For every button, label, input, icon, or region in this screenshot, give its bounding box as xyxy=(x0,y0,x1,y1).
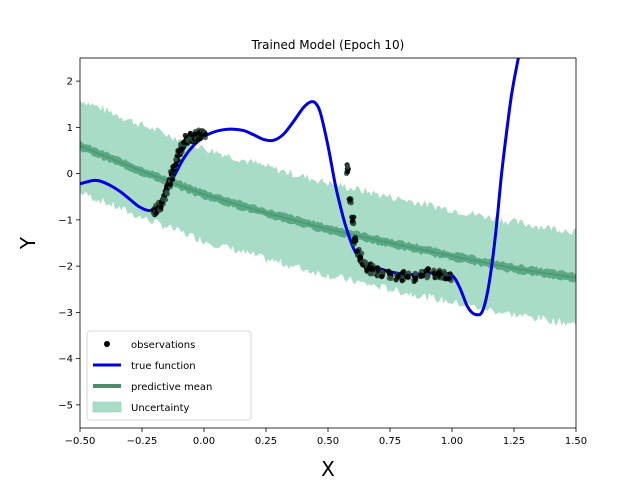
observation-point xyxy=(413,277,419,283)
observation-point xyxy=(412,270,418,276)
observation-point xyxy=(424,275,430,281)
observation-point xyxy=(425,266,431,272)
x-tick-label: −0.25 xyxy=(127,436,158,447)
x-tick-label: 1.50 xyxy=(565,436,587,447)
legend-label: true function xyxy=(131,361,196,372)
observation-point xyxy=(431,270,437,277)
y-tick-label: 2 xyxy=(67,77,73,88)
chart-title: Trained Model (Epoch 10) xyxy=(251,38,405,52)
observation-point xyxy=(349,218,355,224)
observation-point xyxy=(347,197,353,203)
x-tick-label: 0.00 xyxy=(193,436,215,447)
observation-point xyxy=(405,273,411,280)
observation-point xyxy=(202,131,208,137)
observation-point xyxy=(432,275,438,281)
y-tick-label: −2 xyxy=(58,262,73,273)
observation-point xyxy=(436,273,442,279)
x-tick-label: 0.25 xyxy=(255,436,277,447)
y-axis-label: Y xyxy=(16,236,40,250)
observation-point xyxy=(197,136,203,142)
observation-point xyxy=(446,275,452,281)
observation-point xyxy=(420,272,426,279)
x-tick-label: 1.25 xyxy=(503,436,525,447)
observation-point xyxy=(399,278,405,284)
observation-point xyxy=(173,162,179,168)
y-tick-label: −1 xyxy=(58,215,73,226)
observation-point xyxy=(167,181,173,188)
y-tick-label: −3 xyxy=(58,308,73,319)
y-tick-label: −4 xyxy=(58,354,73,365)
x-tick-label: −0.50 xyxy=(65,436,96,447)
y-tick-label: −5 xyxy=(58,400,73,411)
x-tick-label: 1.00 xyxy=(441,436,463,447)
observation-point xyxy=(357,254,363,260)
uncertainty-band xyxy=(80,99,576,326)
observation-point xyxy=(379,274,385,280)
observation-point xyxy=(160,196,166,202)
observation-point xyxy=(379,269,385,275)
predictive-mean-band xyxy=(80,140,576,283)
legend-marker-uncertainty xyxy=(92,401,122,413)
y-tick-label: 0 xyxy=(67,169,73,180)
observation-point xyxy=(345,164,351,170)
observation-point xyxy=(436,269,442,275)
observation-point xyxy=(354,248,360,254)
observation-point xyxy=(169,176,175,183)
observation-point xyxy=(153,210,159,216)
legend-label: Uncertainty xyxy=(131,403,190,414)
x-axis-label: X xyxy=(321,457,335,480)
observation-point xyxy=(368,265,375,271)
x-tick-label: 0.75 xyxy=(379,436,401,447)
observation-point xyxy=(345,169,351,175)
legend: observations true function predictive mean… xyxy=(86,330,252,421)
observation-point xyxy=(370,271,376,277)
observation-point xyxy=(170,167,176,173)
legend-box xyxy=(86,330,252,421)
observation-point xyxy=(386,275,392,281)
legend-label: observations xyxy=(131,340,195,351)
y-tick-label: 1 xyxy=(67,123,73,134)
observation-point xyxy=(164,190,170,196)
observation-point xyxy=(443,271,449,277)
legend-label: predictive mean xyxy=(131,382,212,393)
observation-point xyxy=(158,204,164,210)
observation-point xyxy=(386,268,392,274)
axes: −0.50 −0.25 0.00 0.25 0.50 0.75 1.00 1.25 1.50 −5… xyxy=(58,57,587,447)
plot-area xyxy=(80,58,576,326)
legend-marker-observations xyxy=(104,341,110,347)
x-tick-label: 0.50 xyxy=(317,436,339,447)
observation-point xyxy=(351,238,357,245)
observation-point xyxy=(352,235,358,241)
